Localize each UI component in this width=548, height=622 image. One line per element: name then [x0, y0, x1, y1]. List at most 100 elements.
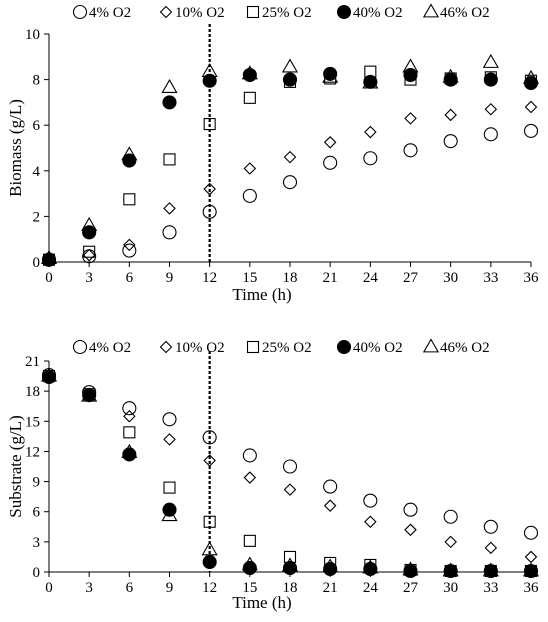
data-point [202, 73, 217, 88]
x-axis-label: Time (h) [232, 593, 291, 612]
legend-label: 40% O2 [353, 340, 403, 356]
legend-marker [159, 340, 173, 354]
legend-marker [336, 339, 352, 355]
y-tick-label: 9 [33, 475, 41, 491]
x-tick-label: 21 [323, 270, 338, 286]
y-tick-label: 6 [33, 505, 41, 521]
series-46-o2 [40, 367, 540, 577]
data-point [442, 68, 459, 83]
legend-label: 25% O2 [262, 5, 312, 21]
data-point [123, 193, 136, 206]
data-point [163, 153, 176, 166]
data-point [243, 471, 257, 484]
x-tick-label: 6 [126, 580, 134, 596]
legend: 4% O2 10% O2 25% O2 40% O2 46% O2 [72, 3, 490, 21]
legend-marker [72, 339, 88, 355]
data-point [364, 515, 377, 529]
data-point [121, 146, 138, 161]
x-tick-label: 3 [85, 270, 93, 286]
data-point [241, 65, 258, 80]
data-point [281, 557, 299, 572]
x-tick-label: 36 [524, 270, 540, 286]
data-point [40, 249, 58, 265]
data-point [403, 67, 418, 83]
data-point [82, 225, 97, 240]
series-10-o2 [42, 369, 538, 564]
data-point [322, 558, 339, 573]
data-point [243, 162, 257, 175]
y-tick-label: 6 [33, 118, 41, 134]
data-point [122, 243, 137, 258]
y-tick-label: 0 [33, 255, 41, 271]
data-point [162, 95, 177, 110]
y-tick-label: 15 [25, 414, 40, 430]
y-tick-label: 8 [33, 73, 41, 89]
x-tick-label: 33 [483, 270, 498, 286]
legend: 4% O2 10% O2 25% O2 40% O2 46% O2 [72, 338, 490, 356]
x-tick-label: 6 [126, 270, 134, 286]
series-25-o2 [42, 65, 538, 266]
data-point [362, 559, 379, 574]
x-tick-label: 12 [202, 270, 217, 286]
legend-label: 4% O2 [89, 340, 131, 356]
data-point [522, 69, 540, 84]
data-point [482, 53, 499, 68]
series-40-o2 [41, 370, 539, 579]
data-point [362, 74, 379, 89]
data-point [484, 541, 498, 555]
data-point [40, 367, 58, 382]
data-point [483, 519, 498, 534]
x-tick-label: 15 [242, 580, 257, 596]
legend-label: 10% O2 [175, 5, 225, 21]
x-axis-label: Time (h) [232, 285, 291, 304]
data-point [123, 409, 136, 423]
data-point [443, 72, 458, 87]
data-point [523, 525, 539, 540]
data-point [162, 225, 177, 240]
x-tick-label: 18 [283, 580, 298, 596]
data-point [203, 182, 216, 196]
y-tick-label: 3 [33, 535, 41, 551]
y-tick-label: 10 [25, 27, 40, 43]
x-tick-label: 12 [202, 580, 217, 596]
legend-label: 46% O2 [440, 5, 490, 21]
data-point [83, 245, 96, 258]
data-point [123, 426, 136, 439]
data-point [323, 479, 338, 494]
data-point [163, 202, 176, 215]
legend-marker [422, 338, 440, 353]
legend-marker [246, 340, 260, 354]
data-point [281, 58, 299, 73]
data-point [203, 515, 216, 528]
x-tick-label: 9 [166, 580, 174, 596]
legend-marker [422, 3, 440, 18]
y-tick-label: 12 [25, 444, 40, 460]
data-point [364, 125, 377, 139]
data-point [243, 534, 256, 547]
data-point [402, 561, 419, 576]
series-40-o2 [41, 66, 539, 267]
data-point [443, 134, 458, 149]
legend-label: 4% O2 [89, 5, 131, 21]
data-point [283, 483, 297, 496]
x-tick-label: 27 [403, 270, 419, 286]
x-tick-label: 0 [45, 270, 53, 286]
data-point [82, 388, 97, 403]
x-tick-label: 18 [283, 270, 298, 286]
data-point [323, 155, 338, 170]
y-tick-label: 2 [33, 209, 41, 225]
y-tick-label: 21 [25, 354, 40, 370]
data-point [282, 175, 298, 190]
legend-label: 40% O2 [353, 5, 403, 21]
data-point [524, 550, 538, 564]
x-tick-label: 24 [363, 270, 379, 286]
data-point [162, 502, 177, 517]
data-point [242, 448, 257, 463]
legend-marker [72, 4, 88, 20]
data-point [81, 216, 98, 231]
data-point [523, 123, 539, 138]
y-tick-label: 18 [25, 384, 40, 400]
data-point [162, 412, 177, 427]
